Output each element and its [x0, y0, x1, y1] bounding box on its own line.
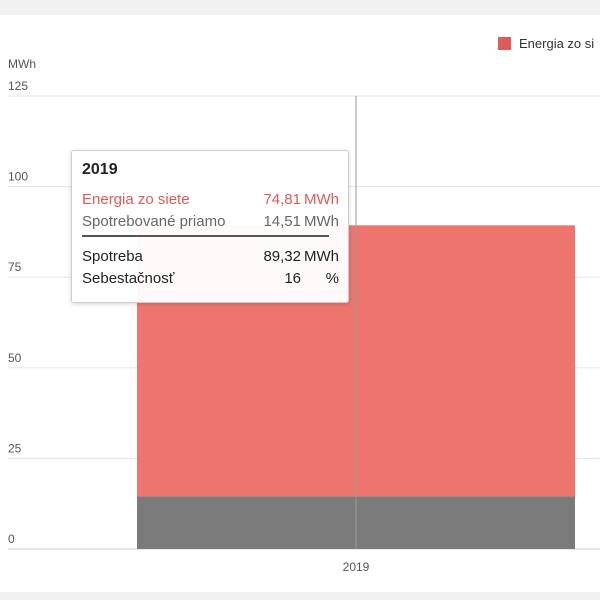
tooltip-row-label: Energia zo siete: [82, 191, 190, 208]
tooltip-row-label: Sebestačnosť: [82, 270, 175, 287]
tooltip-row-grid-energy: Energia zo siete 74,81 MWh: [82, 189, 339, 211]
y-tick-label: 25: [8, 441, 22, 455]
tooltip-title: 2019: [82, 161, 118, 178]
y-tick-label: 125: [8, 79, 28, 93]
top-border: [0, 0, 600, 15]
y-tick-label: 50: [8, 351, 22, 365]
chart-tooltip: 2019 Energia zo siete 74,81 MWh Spotrebo…: [71, 150, 349, 303]
y-tick-label: 75: [8, 260, 22, 274]
tooltip-row-value: 89,32: [263, 248, 301, 265]
tooltip-row-value: 14,51: [263, 213, 301, 230]
y-tick-label: 100: [8, 170, 28, 184]
tooltip-row-label: Spotreba: [82, 248, 143, 265]
tooltip-row-value: 74,81: [263, 191, 301, 208]
tooltip-row-self-sufficiency: Sebestačnosť 16 %: [82, 268, 339, 290]
legend-swatch: [498, 37, 511, 50]
x-tick-label: 2019: [343, 560, 370, 574]
y-tick-label: 0: [8, 532, 15, 546]
legend-label: Energia zo si: [519, 36, 594, 51]
bottom-border: [0, 592, 600, 600]
tooltip-row-label: Spotrebované priamo: [82, 213, 226, 230]
tooltip-row-unit: %: [325, 270, 339, 287]
tooltip-row-consumption: Spotreba 89,32 MWh: [82, 246, 339, 268]
tooltip-row-unit: MWh: [304, 191, 339, 208]
y-axis-label: MWh: [8, 57, 36, 71]
tooltip-row-value: 16: [284, 270, 301, 287]
tooltip-row-unit: MWh: [304, 248, 339, 265]
tooltip-row-unit: MWh: [304, 213, 339, 230]
tooltip-divider: [82, 235, 329, 237]
tooltip-row-direct-consumption: Spotrebované priamo 14,51 MWh: [82, 211, 339, 233]
